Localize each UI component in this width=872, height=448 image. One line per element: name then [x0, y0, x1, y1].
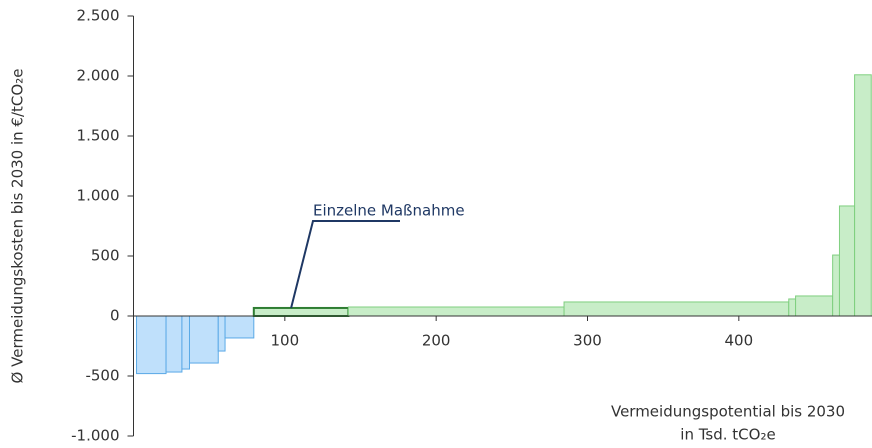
y-tick-label: 2.500: [77, 7, 120, 25]
y-tick-label: 1.500: [77, 127, 120, 145]
bar: [854, 74, 872, 317]
annotation-text: Einzelne Maßnahme: [313, 202, 465, 220]
x-axis-label: in Tsd. tCO₂e: [680, 426, 775, 444]
bar: [838, 205, 856, 317]
bar: [563, 301, 790, 317]
y-tick-label: -500: [85, 367, 119, 385]
annotation-leader: [290, 220, 400, 309]
y-tick-label: 0: [110, 307, 120, 325]
y-tick-label: 1.000: [77, 187, 120, 205]
bar: [136, 315, 167, 375]
y-tick-label: -1.000: [71, 427, 119, 445]
y-tick-label: 500: [91, 247, 120, 265]
bar: [832, 254, 840, 317]
bar: [347, 306, 565, 317]
bar: [224, 315, 255, 339]
bar: [165, 315, 183, 373]
x-tick-label: 200: [422, 332, 451, 350]
bar: [788, 298, 797, 317]
bar: [188, 315, 219, 364]
x-tick-label: 300: [573, 332, 602, 350]
x-tick-label: 100: [271, 332, 300, 350]
y-axis-label: Ø Vermeidungskosten bis 2030 in €/tCO₂e: [9, 69, 27, 384]
bar: [181, 315, 190, 370]
x-tick-label: 400: [725, 332, 754, 350]
bar: [252, 306, 350, 317]
bar: [795, 295, 834, 317]
y-tick-label: 2.000: [77, 67, 120, 85]
x-axis-label: Vermeidungspotential bis 2030: [611, 403, 845, 421]
bar: [217, 315, 226, 352]
